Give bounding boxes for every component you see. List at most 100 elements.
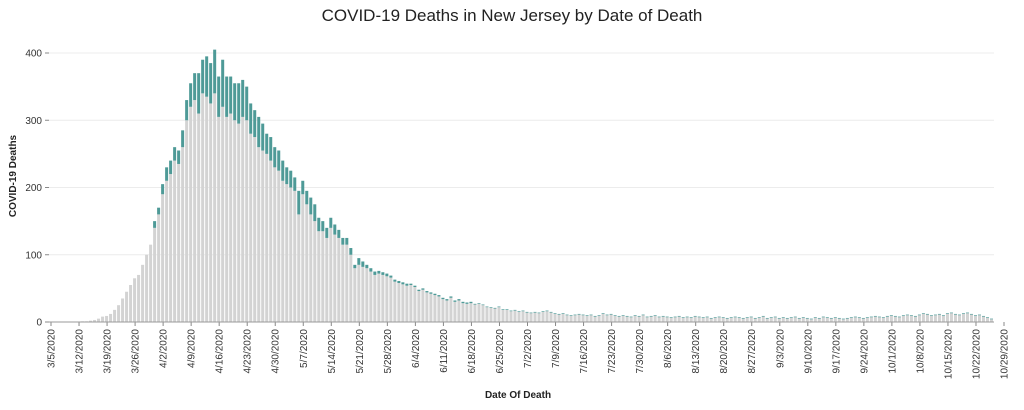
bar-confirmed xyxy=(849,317,853,322)
bar-probable xyxy=(749,316,753,318)
bar-confirmed xyxy=(649,316,653,322)
bar-confirmed xyxy=(209,103,213,322)
bar-probable xyxy=(297,190,301,215)
bar-probable xyxy=(601,313,605,314)
bar-confirmed xyxy=(533,312,537,322)
bar-confirmed xyxy=(237,123,241,322)
x-tick-label: 6/25/2020 xyxy=(495,329,506,374)
bar-confirmed xyxy=(697,317,701,322)
bar-confirmed xyxy=(185,120,189,322)
bar-confirmed xyxy=(169,174,173,322)
bar-confirmed xyxy=(129,285,133,322)
bar-probable xyxy=(305,190,309,205)
bar-probable xyxy=(577,313,581,315)
bar-probable xyxy=(421,288,425,290)
x-tick-label: 7/23/2020 xyxy=(607,329,618,374)
bar-confirmed xyxy=(149,244,153,322)
x-tick-label: 8/27/2020 xyxy=(747,329,758,374)
bar-probable xyxy=(969,313,973,315)
bar-probable xyxy=(637,315,641,317)
bar-confirmed xyxy=(801,317,805,322)
y-tick-label: 300 xyxy=(25,116,42,127)
bar-probable xyxy=(745,317,749,318)
bar-confirmed xyxy=(501,309,505,322)
x-tick-label: 6/18/2020 xyxy=(467,329,478,374)
bar-confirmed xyxy=(821,317,825,322)
bar-confirmed xyxy=(901,315,905,322)
bar-confirmed xyxy=(897,317,901,322)
bar-confirmed xyxy=(737,317,741,322)
bar-probable xyxy=(769,317,773,318)
bar-confirmed xyxy=(769,317,773,322)
bar-confirmed xyxy=(749,317,753,322)
bar-confirmed xyxy=(325,237,329,322)
bar-probable xyxy=(893,315,897,317)
bar-confirmed xyxy=(365,268,369,322)
bar-probable xyxy=(721,317,725,318)
bar-confirmed xyxy=(933,315,937,322)
bar-probable xyxy=(313,204,317,222)
bar-probable xyxy=(897,316,901,318)
bar-confirmed xyxy=(833,317,837,322)
bar-confirmed xyxy=(461,303,465,322)
bar-probable xyxy=(581,314,585,316)
bar-confirmed xyxy=(449,297,453,322)
bar-probable xyxy=(693,315,697,317)
bar-confirmed xyxy=(797,318,801,322)
bar-confirmed xyxy=(397,283,401,322)
bar-confirmed xyxy=(413,287,417,322)
bar-confirmed xyxy=(605,315,609,322)
bar-confirmed xyxy=(493,308,497,322)
bar-confirmed xyxy=(949,313,953,322)
bar-probable xyxy=(457,299,461,301)
bar-probable xyxy=(645,316,649,318)
bar-probable xyxy=(213,49,217,94)
bar-probable xyxy=(793,316,797,318)
bar-probable xyxy=(197,73,201,114)
bar-confirmed xyxy=(425,292,429,322)
bar-confirmed xyxy=(781,317,785,322)
bar-probable xyxy=(465,302,469,304)
bar-probable xyxy=(753,317,757,319)
bar-confirmed xyxy=(361,266,365,322)
bar-probable xyxy=(669,317,673,318)
bar-probable xyxy=(521,310,525,312)
bar-confirmed xyxy=(665,317,669,322)
bar-probable xyxy=(413,285,417,288)
bar-confirmed xyxy=(545,311,549,322)
bar-confirmed xyxy=(97,318,101,322)
bar-probable xyxy=(829,317,833,319)
bar-confirmed xyxy=(417,291,421,322)
bar-probable xyxy=(929,315,933,316)
bar-confirmed xyxy=(305,204,309,322)
bar-confirmed xyxy=(745,317,749,322)
bar-confirmed xyxy=(761,316,765,322)
bar-confirmed xyxy=(401,284,405,322)
bar-probable xyxy=(357,258,361,265)
bar-confirmed xyxy=(217,116,221,322)
bar-confirmed xyxy=(301,194,305,322)
bar-probable xyxy=(785,317,789,319)
bar-confirmed xyxy=(145,254,149,322)
bar-probable xyxy=(593,315,597,317)
bar-probable xyxy=(877,316,881,318)
bar-probable xyxy=(417,289,421,292)
bar-probable xyxy=(557,313,561,315)
bar-confirmed xyxy=(609,314,613,322)
bar-confirmed xyxy=(281,180,285,322)
bar-confirmed xyxy=(485,307,489,322)
x-tick-label: 5/7/2020 xyxy=(299,329,310,368)
y-tick-label: 400 xyxy=(25,49,42,60)
bar-probable xyxy=(729,317,733,318)
x-tick-label: 9/3/2020 xyxy=(775,329,786,368)
bar-probable xyxy=(561,313,565,314)
bar-probable xyxy=(677,315,681,317)
bar-confirmed xyxy=(529,313,533,322)
x-tick-label: 3/26/2020 xyxy=(131,329,142,374)
bar-confirmed xyxy=(173,160,177,322)
bar-probable xyxy=(249,103,253,134)
bar-confirmed xyxy=(541,311,545,322)
bar-confirmed xyxy=(409,285,413,322)
bar-confirmed xyxy=(945,313,949,322)
x-tick-label: 5/28/2020 xyxy=(383,329,394,374)
